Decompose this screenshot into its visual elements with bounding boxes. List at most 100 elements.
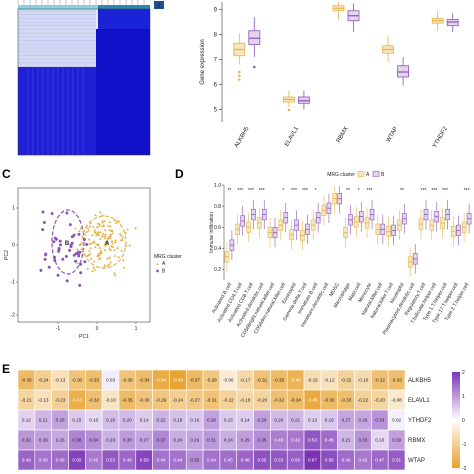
heatmap-cell-value: 0.53 — [308, 438, 317, 443]
point-cluster-a — [93, 228, 97, 232]
y-tick-label: 1 — [12, 206, 15, 212]
heatmap-cell-value: -0.36 — [21, 378, 32, 383]
heatmap-cell-value: 0.35 — [258, 438, 267, 443]
heatmap-cell-value: -0.32 — [375, 378, 386, 383]
point-cluster-a — [110, 229, 114, 232]
significance-label: *** — [291, 188, 297, 194]
point-cluster-a — [105, 242, 109, 245]
y-axis-label: PC2 — [4, 250, 10, 260]
heatmap-cell-value: 0.50 — [291, 458, 300, 463]
point-cluster-a — [108, 228, 112, 231]
point-cluster-a — [99, 230, 102, 234]
point-cluster-a — [88, 242, 91, 245]
point-cluster-b — [50, 212, 54, 216]
heatmap-cell-value: 0.28 — [207, 418, 216, 423]
outlier-point — [287, 108, 291, 112]
heatmap-cell-value: -0.31 — [206, 398, 217, 403]
point-cluster-a — [89, 246, 93, 250]
point-cluster-b — [41, 228, 45, 232]
outlier-point — [238, 70, 241, 74]
heatmap-cell-value: -0.13 — [38, 398, 49, 403]
panel-e-correlation-heatmap: -0.36 -0.24 -0.13 -0.30 -0.33 0.03 -0.30 -0.34-… — [17, 369, 467, 472]
point-cluster-a — [108, 247, 112, 250]
heatmap-cell-value: -0.21 — [21, 398, 32, 403]
x-tick-label: YTHDF2 — [432, 125, 449, 149]
legend-label-a: A — [366, 172, 370, 178]
heatmap-cell-value: 0.31 — [207, 438, 216, 443]
point-cluster-a — [106, 237, 109, 240]
y-tick-label: 1.0 — [214, 183, 221, 189]
panel-d-immune-boxplot: MRG cluster A B 1.0 0.8 0.6 0.4 0.2 Immune infil… — [209, 171, 472, 339]
heatmap-cell-value: -0.45 — [307, 398, 318, 403]
heatmap-cell-value: 0.48 — [241, 458, 250, 463]
block-top-right — [98, 9, 150, 29]
significance-label: *** — [259, 188, 265, 194]
point-cluster-a — [96, 230, 100, 233]
heatmap-cell-value: -0.43 — [72, 398, 83, 403]
panel-b-boxplot: 5 6 7 8 9 Gene expression ALKBH5 ELAVL1 RBMX WTAP… — [200, 2, 459, 149]
significance-label: *** — [367, 188, 373, 194]
heatmap-cell-value: -0.18 — [240, 398, 251, 403]
heatmap-cell-value: 0.20 — [123, 418, 132, 423]
heatmap-cell-value: -0.24 — [38, 378, 49, 383]
matrix-border — [17, 8, 151, 156]
heatmap-cell-value: 0.34 — [89, 438, 98, 443]
outlier-point — [238, 74, 241, 78]
point-cluster-a — [106, 224, 110, 227]
heatmap-cell-value: -0.20 — [375, 398, 386, 403]
point-cluster-a — [111, 241, 115, 245]
panel-a-consensus-heatmap — [17, 0, 151, 156]
y-tick-label: 0.6 — [214, 225, 221, 231]
point-cluster-a — [86, 267, 90, 270]
outlier-point — [238, 78, 241, 81]
point-cluster-a — [109, 233, 112, 236]
block-cluster-1 — [18, 9, 96, 67]
heatmap-cell — [387, 449, 406, 471]
point-cluster-a — [117, 255, 121, 259]
heatmap-cell-value: -0.17 — [240, 378, 251, 383]
x-tick-label: ELAVL1 — [284, 125, 300, 147]
heatmap-cell-value: 0.43 — [39, 458, 48, 463]
heatmap-cell-value: 0.44 — [173, 458, 182, 463]
heatmap-cell-value: -0.35 — [122, 398, 133, 403]
heatmap-cell-value: 0.14 — [241, 418, 250, 423]
point-cluster-a — [94, 231, 98, 235]
point-cluster-a — [121, 258, 125, 261]
legend-title: MRG cluster — [154, 254, 182, 260]
point-cluster-a — [121, 235, 125, 239]
heatmap-cell-value: -0.22 — [223, 398, 234, 403]
point-cluster-a — [109, 234, 113, 238]
point-cluster-a — [103, 248, 107, 251]
point-cluster-b — [76, 252, 80, 256]
point-cluster-b — [39, 268, 43, 272]
heatmap-cell-value: 0.26 — [56, 438, 65, 443]
point-cluster-a — [73, 227, 77, 230]
point-cluster-a — [96, 242, 100, 246]
heatmap-cell-value: -0.30 — [72, 378, 83, 383]
block-cluster-2-core — [96, 29, 150, 155]
heatmap-cell-value: 0.18 — [173, 418, 182, 423]
point-cluster-b — [53, 236, 57, 240]
point-cluster-b — [58, 239, 62, 243]
legend-label-a: A — [162, 261, 166, 267]
heatmap-cell-value: -0.36 — [324, 398, 335, 403]
heatmap-cell-value: 0.53 — [106, 458, 115, 463]
point-cluster-b — [41, 210, 45, 214]
row-label: ELAVL1 — [408, 398, 430, 404]
heatmap-cell-value: 0.21 — [342, 438, 351, 443]
point-cluster-b — [65, 211, 69, 215]
point-cluster-b — [85, 242, 89, 246]
heatmap-cell-value: 0.42 — [89, 458, 98, 463]
point-cluster-a — [76, 261, 80, 264]
y-tick-label: 9 — [214, 8, 218, 14]
heatmap-cell-value: 0.15 — [224, 418, 233, 423]
box-B — [297, 96, 310, 104]
heatmap-cell-value: -0.06 — [223, 378, 234, 383]
heatmap-cell-value: 0.27 — [140, 438, 149, 443]
point-cluster-a — [107, 235, 111, 239]
heatmap-cell-value: 0.23 — [106, 438, 115, 443]
point-cluster-a — [85, 254, 89, 257]
heatmap-cell-value: 0.29 — [392, 438, 401, 443]
